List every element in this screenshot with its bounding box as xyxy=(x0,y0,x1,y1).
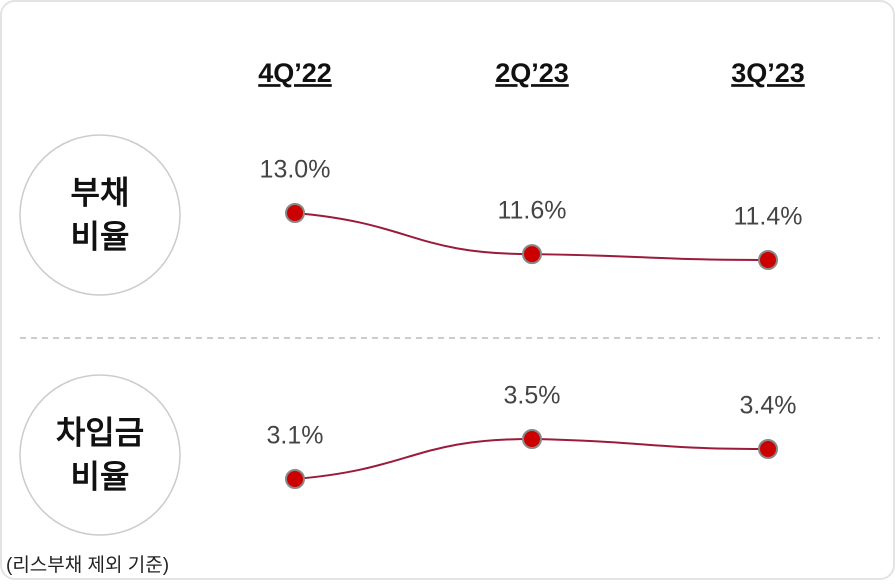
row-title: 비율 xyxy=(71,218,130,254)
value-label: 11.6% xyxy=(497,197,566,225)
marker xyxy=(522,244,542,265)
footnote: (리스부채 제외 기준) xyxy=(6,554,169,576)
value-label: 11.4% xyxy=(733,203,802,231)
marker xyxy=(758,439,778,459)
column-header: 4Q’22 xyxy=(258,58,332,88)
title-circle xyxy=(19,374,181,536)
marker xyxy=(522,429,542,449)
value-label: 3.1% xyxy=(267,422,324,450)
value-label: 13.0% xyxy=(260,156,331,184)
marker xyxy=(285,469,305,489)
column-header: 3Q’23 xyxy=(731,58,805,88)
column-header: 2Q’23 xyxy=(495,58,569,88)
title-circle xyxy=(19,134,181,296)
row-title: 부채 xyxy=(71,174,130,210)
row-title: 차입금 xyxy=(56,414,144,450)
marker xyxy=(758,250,778,270)
marker xyxy=(285,203,305,223)
value-label: 3.5% xyxy=(504,382,561,410)
value-label: 3.4% xyxy=(740,392,797,420)
row-title: 비율 xyxy=(71,458,130,494)
